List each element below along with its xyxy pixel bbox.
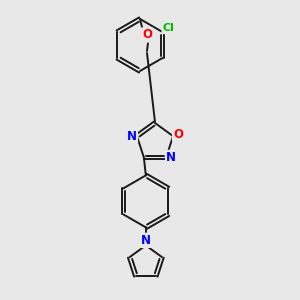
Text: N: N xyxy=(127,130,137,142)
Text: O: O xyxy=(173,128,183,141)
Text: N: N xyxy=(166,151,176,164)
Text: Cl: Cl xyxy=(163,23,175,33)
Text: O: O xyxy=(142,28,152,41)
Text: N: N xyxy=(141,234,151,247)
